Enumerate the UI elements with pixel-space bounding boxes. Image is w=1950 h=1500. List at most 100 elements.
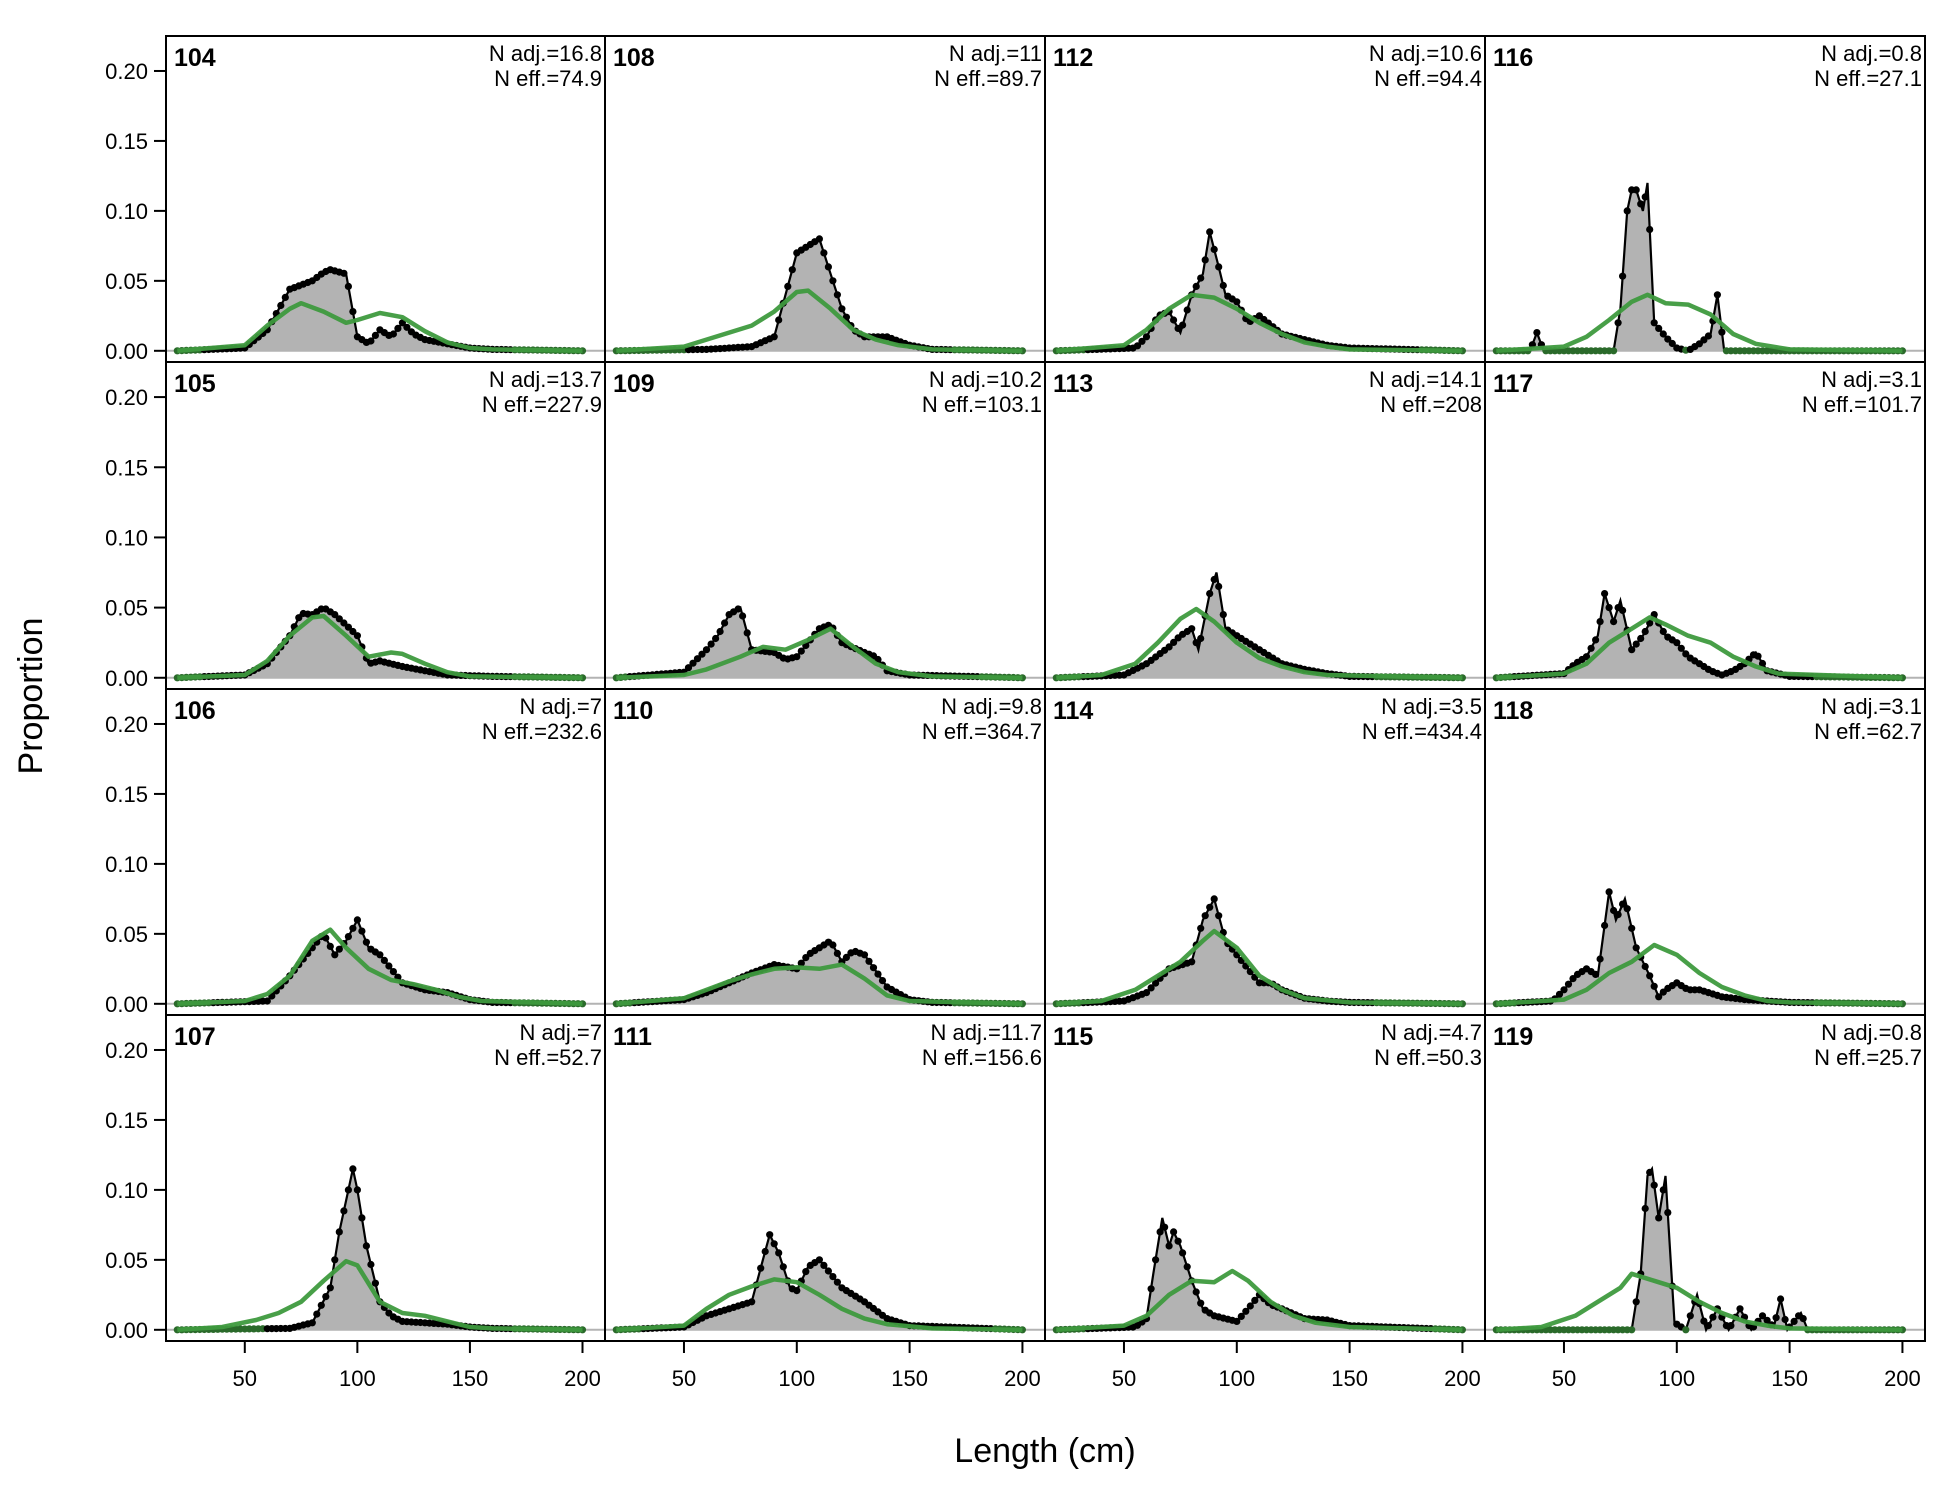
x-tick-label: 100: [1658, 1366, 1695, 1391]
observed-point: [385, 962, 393, 970]
expected-line: [1496, 615, 1903, 681]
x-tick-label: 150: [1331, 1366, 1368, 1391]
x-tick-label: 100: [778, 1366, 815, 1391]
observed-point: [1655, 324, 1663, 332]
n-eff-label: N eff.=94.4: [1374, 66, 1482, 91]
observed-point: [1197, 1299, 1205, 1307]
observed-point: [362, 1242, 370, 1250]
observed-point: [1623, 207, 1631, 215]
observed-point: [833, 949, 842, 958]
observed-point: [1614, 911, 1622, 919]
x-tick-label: 150: [452, 1366, 489, 1391]
observed-point: [743, 629, 751, 637]
observed-point: [842, 953, 851, 962]
x-tick-label: 150: [891, 1366, 928, 1391]
expected-line: [1056, 292, 1463, 354]
observed-point: [865, 957, 873, 965]
observed-point: [820, 249, 828, 257]
observed-point: [1758, 659, 1767, 668]
n-adj-label: N adj.=7: [519, 1020, 602, 1045]
observed-point: [829, 1273, 837, 1281]
observed-point: [1197, 274, 1205, 282]
observed-point: [367, 337, 375, 345]
y-tick-label: 0.10: [105, 1178, 148, 1203]
y-axis-title: Proportion: [12, 618, 50, 775]
x-tick-label: 150: [1771, 1366, 1808, 1391]
observed-area: [177, 919, 583, 1004]
observed-point: [344, 623, 352, 631]
n-adj-label: N adj.=4.7: [1381, 1020, 1482, 1045]
observed-point: [326, 1284, 334, 1292]
observed-point: [684, 664, 693, 672]
observed-point: [331, 951, 339, 959]
observed-area: [1056, 231, 1463, 351]
panel-116: 116 N adj.=0.8N eff.=27.1: [1484, 35, 1926, 363]
n-eff-label: N eff.=227.9: [482, 392, 602, 417]
observed-area: [1056, 572, 1463, 678]
observed-point: [1700, 1317, 1708, 1325]
observed-point: [1147, 984, 1155, 992]
panel-id-label: 114: [1053, 697, 1093, 725]
observed-point: [349, 1165, 357, 1173]
observed-point: [757, 1264, 765, 1272]
observed-point: [1592, 636, 1600, 644]
observed-point: [1596, 618, 1604, 626]
observed-point: [344, 933, 352, 941]
observed-point: [1623, 905, 1631, 913]
observed-point: [793, 1287, 801, 1295]
observed-point: [779, 1263, 787, 1271]
observed-point: [1655, 1214, 1663, 1222]
observed-point: [1233, 1317, 1241, 1325]
observed-point: [1650, 982, 1658, 990]
observed-point: [1219, 281, 1227, 290]
observed-point: [1655, 993, 1663, 1001]
observed-point: [775, 316, 783, 324]
observed-point: [1650, 1181, 1658, 1189]
n-eff-label: N eff.=364.7: [922, 719, 1042, 744]
observed-point: [376, 951, 384, 959]
observed-point: [1201, 912, 1209, 920]
observed-point: [820, 1261, 828, 1269]
observed-point: [1763, 1316, 1771, 1324]
observed-point: [1777, 1295, 1785, 1303]
observed-point: [878, 977, 887, 985]
observed-points: [1492, 186, 1906, 355]
observed-point: [403, 323, 411, 331]
n-adj-label: N adj.=11.7: [930, 1020, 1042, 1045]
observed-point: [1206, 590, 1214, 598]
expected-line: [1056, 1268, 1463, 1333]
n-eff-label: N eff.=50.3: [1374, 1045, 1482, 1070]
observed-point: [362, 938, 370, 946]
observed-point: [1197, 924, 1205, 932]
panel-id-label: 118: [1493, 697, 1533, 725]
observed-point: [721, 619, 729, 627]
observed-point: [1637, 200, 1645, 208]
y-tick-label: 0.10: [105, 525, 148, 550]
y-tick-label: 0.15: [105, 129, 148, 154]
observed-point: [1587, 644, 1595, 652]
observed-point: [833, 291, 842, 299]
x-tick-label: 50: [1112, 1366, 1136, 1391]
n-adj-label: N adj.=0.8: [1821, 1020, 1922, 1045]
x-tick-label: 200: [564, 1366, 601, 1391]
n-eff-label: N eff.=103.1: [922, 392, 1042, 417]
observed-point: [1161, 1223, 1169, 1231]
observed-point: [1673, 639, 1681, 647]
panel-id-label: 113: [1053, 370, 1093, 398]
observed-point: [295, 614, 303, 622]
observed-point: [797, 959, 805, 967]
observed-point: [748, 1298, 756, 1306]
panel-id-label: 109: [613, 370, 655, 398]
observed-line: [1496, 182, 1903, 352]
observed-point: [389, 968, 397, 976]
observed-point: [335, 1228, 343, 1236]
observed-point: [761, 1247, 769, 1256]
observed-point: [1632, 944, 1640, 952]
observed-point: [1592, 970, 1600, 979]
observed-point: [770, 1240, 778, 1248]
observed-point: [335, 615, 343, 623]
observed-point: [1664, 335, 1672, 343]
observed-point: [1133, 342, 1142, 350]
observed-point: [1628, 1326, 1636, 1334]
observed-point: [1188, 625, 1196, 633]
